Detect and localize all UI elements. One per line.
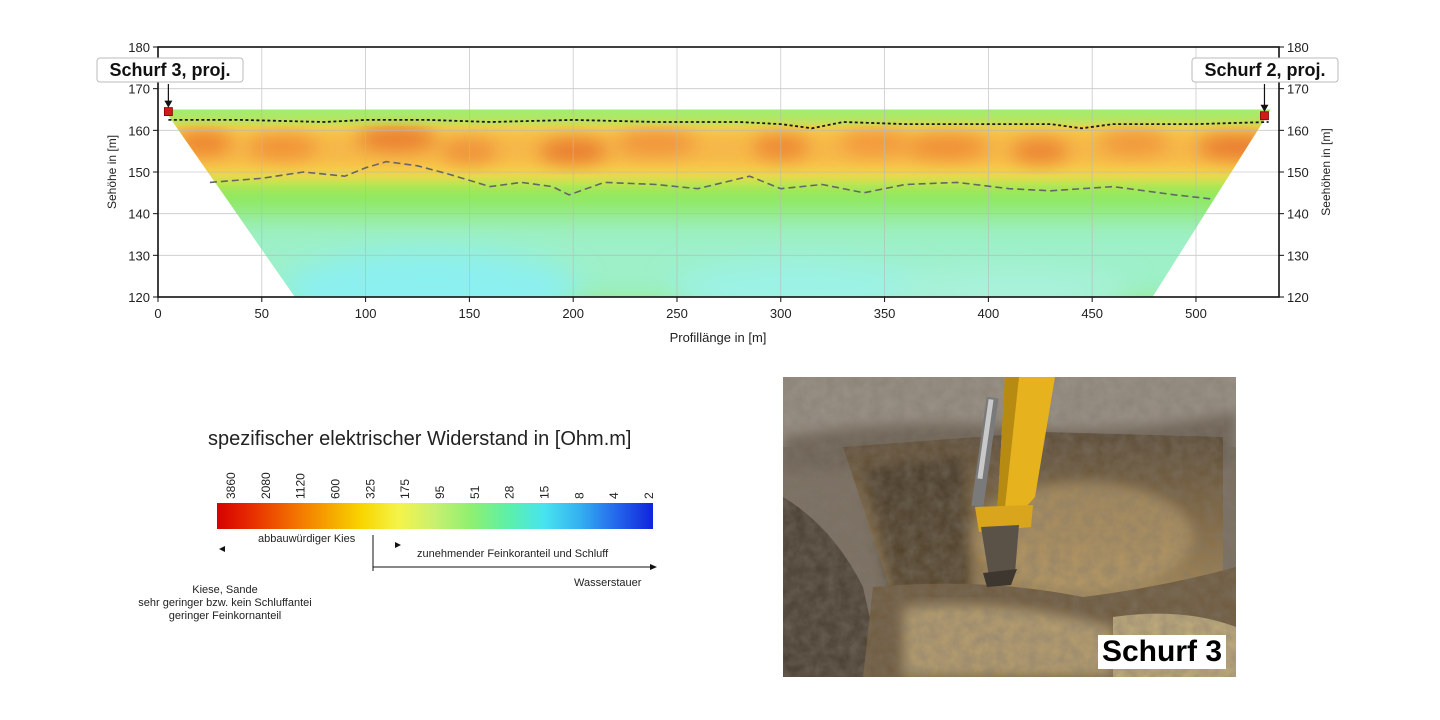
desc-line-3: geringer Feinkornanteil: [168, 610, 282, 622]
marker-label: Schurf 3, proj.: [109, 60, 230, 80]
lower-boundary-line: [209, 160, 1213, 200]
y-axis-label-right: Seehöhen in [m]: [1319, 128, 1333, 215]
marker-square: [1260, 111, 1269, 121]
colorbar-tick-label: 325: [363, 479, 377, 499]
y-tick-label-left: 150: [128, 165, 150, 180]
x-tick-label: 150: [459, 306, 481, 321]
colorbar-tick-label: 15: [538, 485, 552, 499]
x-axis: 0 50 100 150 200 250 300 350 400 450 500: [154, 297, 1207, 321]
y-tick-label-right: 160: [1287, 123, 1309, 138]
y-tick-label-left: 140: [128, 207, 150, 222]
x-tick-label: 400: [978, 306, 1000, 321]
class-gravel-label: abbauwürdiger Kies: [258, 533, 356, 545]
resistivity-section: [164, 109, 1271, 297]
marker-label-box: [1191, 57, 1339, 83]
x-tick-label: 200: [562, 306, 584, 321]
y-axis-label-left: Sehöhe in [m]: [105, 135, 119, 209]
y-axis-left: 120 130 140 150 160 170 180: [128, 40, 158, 305]
colorbar-tick-label: 28: [503, 485, 517, 499]
excavation-illustration: [783, 377, 1236, 677]
x-tick-label: 100: [355, 306, 377, 321]
colorbar-tick-label: 95: [433, 485, 447, 499]
marker-label: Schurf 2, proj.: [1204, 60, 1325, 80]
y-tick-label-right: 180: [1287, 40, 1309, 55]
y-tick-label-left: 180: [128, 40, 150, 55]
x-tick-label: 300: [770, 306, 792, 321]
aquitard-arrow-head: [650, 564, 657, 570]
y-tick-label-right: 120: [1287, 290, 1309, 305]
pit-markers: Schurf 3, proj. Schurf 2, proj.: [96, 57, 1339, 121]
y-tick-label-left: 170: [128, 82, 150, 97]
y-axis-right: 120 130 140 150 160 170 180: [1279, 40, 1309, 305]
y-tick-label-right: 170: [1287, 82, 1309, 97]
colorbar-tick-label: 2080: [259, 472, 273, 499]
marker-arrow-head: [164, 100, 173, 108]
marker-arrow-head: [1260, 104, 1269, 112]
pit-marker: Schurf 2, proj.: [1191, 57, 1339, 121]
x-tick-label: 350: [874, 306, 896, 321]
x-tick-label: 0: [154, 306, 161, 321]
pit-photo: Schurf 3: [783, 377, 1236, 677]
y-tick-label-left: 160: [128, 123, 150, 138]
marker-label-box: [96, 57, 244, 83]
colorbar-tick-label: 3860: [224, 472, 238, 499]
colorbar-tick-label: 600: [329, 479, 343, 499]
colorbar-tick-label: 51: [468, 485, 482, 499]
y-tick-label-right: 130: [1287, 248, 1309, 263]
desc-line-1: Kiese, Sande: [192, 584, 258, 596]
colorbar: 3860 2080 1120 600 325 175 95 51 28 15 8 4 2: [217, 472, 656, 529]
marker-square: [163, 107, 173, 116]
x-tick-label: 500: [1185, 306, 1207, 321]
desc-line-2: sehr geringer bzw. kein Schluffantei: [138, 597, 312, 609]
gravel-description: Kiese, Sande sehr geringer bzw. kein Sch…: [110, 584, 340, 623]
colorbar-gradient: [217, 503, 653, 529]
y-tick-label-left: 120: [128, 290, 150, 305]
colorbar-tick-label: 8: [572, 492, 586, 499]
left-arrow-head: [219, 546, 225, 552]
class-arrows: [219, 535, 657, 571]
x-axis-label: Profillänge in [m]: [670, 330, 767, 345]
pit-marker: Schurf 3, proj.: [96, 57, 244, 116]
photo-caption: Schurf 3: [1097, 635, 1226, 669]
class-fines-label: zunehmender Feinkoranteil und Schluff: [417, 548, 609, 560]
x-tick-label: 250: [666, 306, 688, 321]
colorbar-tick-label: 2: [642, 492, 656, 499]
chart-grid: [158, 47, 1279, 297]
x-tick-label: 450: [1081, 306, 1103, 321]
colorbar-tick-label: 4: [607, 492, 621, 499]
x-tick-label: 50: [255, 306, 269, 321]
colorbar-title: spezifischer elektrischer Widerstand in …: [208, 428, 632, 450]
right-arrow-head: [395, 542, 401, 548]
resistivity-profile-chart: 0 50 100 150 200 250 300 350 400 450 500 120 130 140…: [96, 40, 1339, 345]
colorbar-tick-label: 175: [398, 479, 412, 499]
upper-boundary-line: [168, 118, 1269, 130]
colorbar-tick-label: 1120: [294, 473, 308, 499]
y-tick-label-right: 140: [1287, 207, 1309, 222]
y-tick-label-right: 150: [1287, 165, 1309, 180]
class-aquitard-label: Wasserstauer: [574, 577, 642, 589]
y-tick-label-left: 130: [128, 248, 150, 263]
